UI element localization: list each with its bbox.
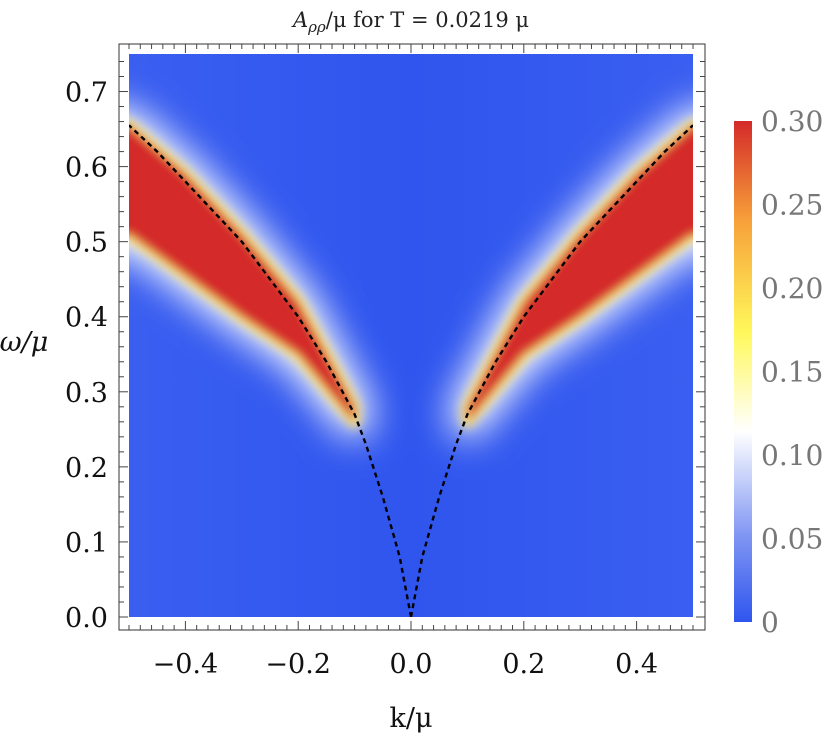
red-band-left	[129, 124, 356, 425]
colorbar-tick-label: 0.05	[761, 523, 823, 556]
colorbar-ticks: 0 0.05 0.10 0.15 0.20 0.25 0.30	[761, 105, 823, 639]
heatmap	[129, 54, 693, 617]
y-tick-label: 0.5	[65, 228, 108, 259]
ticks-layer	[119, 44, 705, 630]
x-tick-label: 0.2	[502, 649, 545, 680]
x-tick-label: 0.4	[615, 649, 658, 680]
y-tick-label: 0.3	[65, 378, 108, 409]
colorbar-tick-label: 0.30	[761, 105, 823, 138]
x-tick-label: 0.0	[390, 649, 433, 680]
y-tick-label: 0.0	[65, 603, 108, 634]
y-tick-label: 0.1	[65, 528, 108, 559]
dashed-curve-layer	[129, 124, 693, 617]
red-band-layer	[129, 119, 693, 428]
colorbar	[734, 121, 752, 622]
dashed-curve-left	[129, 124, 413, 617]
colorbar-tick-label: 0	[761, 606, 779, 639]
colorbar-tick-label: 0.20	[761, 272, 823, 305]
colorbar-tick-label: 0.15	[761, 356, 823, 389]
y-axis-label: ω/μ	[0, 327, 48, 358]
x-axis-label: k/μ	[389, 703, 432, 734]
chart-title: Aρρ/μ for T = 0.0219 μ	[291, 8, 529, 36]
colorbar-tick-label: 0.10	[761, 439, 823, 472]
plot-frame	[118, 43, 706, 631]
y-tick-label: 0.4	[65, 303, 108, 334]
dashed-curve-right	[409, 124, 693, 617]
heatmap-background	[129, 54, 693, 617]
y-tick-label: 0.6	[65, 153, 108, 184]
x-tick-label: −0.4	[153, 649, 219, 680]
colorbar-tick-label: 0.25	[761, 189, 823, 222]
y-tick-label: 0.2	[65, 453, 108, 484]
x-tick-label: −0.2	[265, 649, 331, 680]
y-tick-labels: 0.0 0.1 0.2 0.3 0.4 0.5 0.6 0.7	[65, 78, 108, 634]
red-band-right	[466, 124, 693, 425]
y-tick-label: 0.7	[65, 78, 108, 109]
x-tick-labels: −0.4 −0.2 0.0 0.2 0.4	[153, 649, 658, 680]
